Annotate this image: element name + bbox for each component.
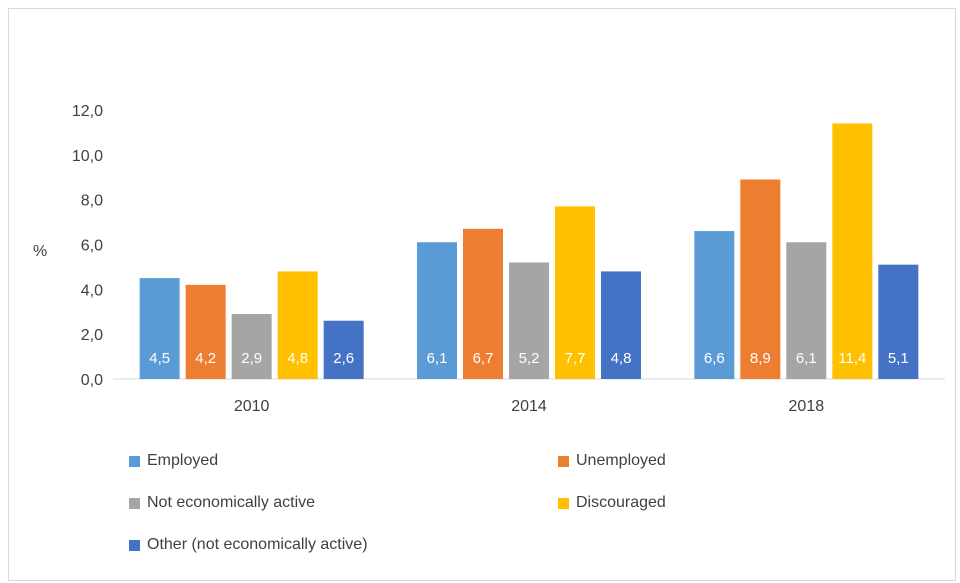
y-tick-label: 6,0	[81, 238, 103, 255]
bar-discouraged-2014	[555, 206, 595, 379]
bar-not-economically-active-2010	[231, 313, 272, 379]
data-label-discouraged-2018: 11,4	[838, 350, 866, 367]
legend-item-discouraged: Discouraged	[558, 494, 666, 512]
chart-frame: % 0,0 2,0 4,0 6,0 8,0 10,0 12,0 4,5 4,2 2,9 4,8 2,…	[8, 8, 956, 581]
bar-discouraged-2018	[832, 123, 873, 379]
data-label-not-economically-active-2010: 2,9	[241, 350, 262, 367]
y-tick-label: 0,0	[81, 372, 103, 389]
legend-swatch-unemployed	[558, 455, 569, 467]
bar-unemployed-2014	[463, 228, 503, 379]
legend-item-not-economically-active: Not economically active	[129, 494, 315, 512]
x-category-label: 2014	[511, 398, 547, 415]
bar-employed-2010	[139, 278, 180, 379]
legend-label-discouraged: Discouraged	[576, 494, 666, 511]
bar-not-economically-active-2018	[786, 242, 827, 379]
legend-label-employed: Employed	[147, 452, 219, 469]
bar-discouraged-2010	[277, 271, 318, 379]
bar-unemployed-2010	[185, 284, 226, 379]
x-category-label: 2018	[789, 398, 825, 415]
legend-swatch-not-economically-active	[129, 497, 140, 509]
y-tick-label: 10,0	[72, 148, 103, 165]
legend-label-not-economically-active: Not economically active	[147, 494, 316, 511]
data-label-discouraged-2014: 7,7	[565, 350, 586, 367]
bar-chart: % 0,0 2,0 4,0 6,0 8,0 10,0 12,0 4,5 4,2 2,9 4,8 2,…	[33, 103, 945, 415]
y-axis-ticks: 0,0 2,0 4,0 6,0 8,0 10,0 12,0	[72, 103, 103, 389]
data-label-unemployed-2018: 8,9	[750, 350, 771, 367]
legend-label-unemployed: Unemployed	[576, 452, 666, 469]
bars-group: 4,5 4,2 2,9 4,8 2,6 6,1 6,7 5,2 7,7 4,8 6,6 8,9 6,1 1…	[139, 123, 919, 379]
y-tick-label: 8,0	[81, 193, 103, 210]
legend-item-other: Other (not economically active)	[129, 536, 368, 554]
legend-item-employed: Employed	[129, 452, 218, 470]
legend-swatch-employed	[129, 455, 140, 467]
data-label-unemployed-2010: 4,2	[195, 350, 216, 367]
data-label-employed-2010: 4,5	[149, 350, 170, 367]
bar-other-not-economically-active-2018	[878, 264, 919, 379]
legend-label-other: Other (not economically active)	[147, 536, 368, 553]
data-label-unemployed-2014: 6,7	[473, 350, 494, 367]
data-label-not-economically-active-2014: 5,2	[519, 350, 540, 367]
data-label-other-not-economically-active-2010: 2,6	[333, 350, 354, 367]
bar-other-not-economically-active-2010	[323, 320, 364, 379]
bar-other-not-economically-active-2014	[601, 271, 641, 379]
y-tick-label: 2,0	[81, 327, 103, 344]
data-label-employed-2014: 6,1	[427, 350, 448, 367]
y-tick-label: 12,0	[72, 103, 103, 120]
legend-swatch-discouraged	[558, 497, 569, 509]
bar-employed-2018	[694, 231, 735, 379]
legend-item-unemployed: Unemployed	[558, 452, 666, 470]
data-label-other-not-economically-active-2014: 4,8	[611, 350, 632, 367]
data-label-discouraged-2010: 4,8	[287, 350, 308, 367]
bar-employed-2014	[417, 242, 457, 379]
bar-unemployed-2018	[740, 179, 781, 379]
y-axis-label: %	[33, 243, 47, 260]
data-label-not-economically-active-2018: 6,1	[796, 350, 817, 367]
legend-swatch-other	[129, 539, 140, 551]
data-label-employed-2018: 6,6	[704, 350, 725, 367]
category-labels: 2010 2014 2018	[234, 398, 824, 415]
x-category-label: 2010	[234, 398, 270, 415]
data-label-other-not-economically-active-2018: 5,1	[888, 350, 909, 367]
bar-not-economically-active-2014	[509, 262, 549, 379]
y-tick-label: 4,0	[81, 282, 103, 299]
